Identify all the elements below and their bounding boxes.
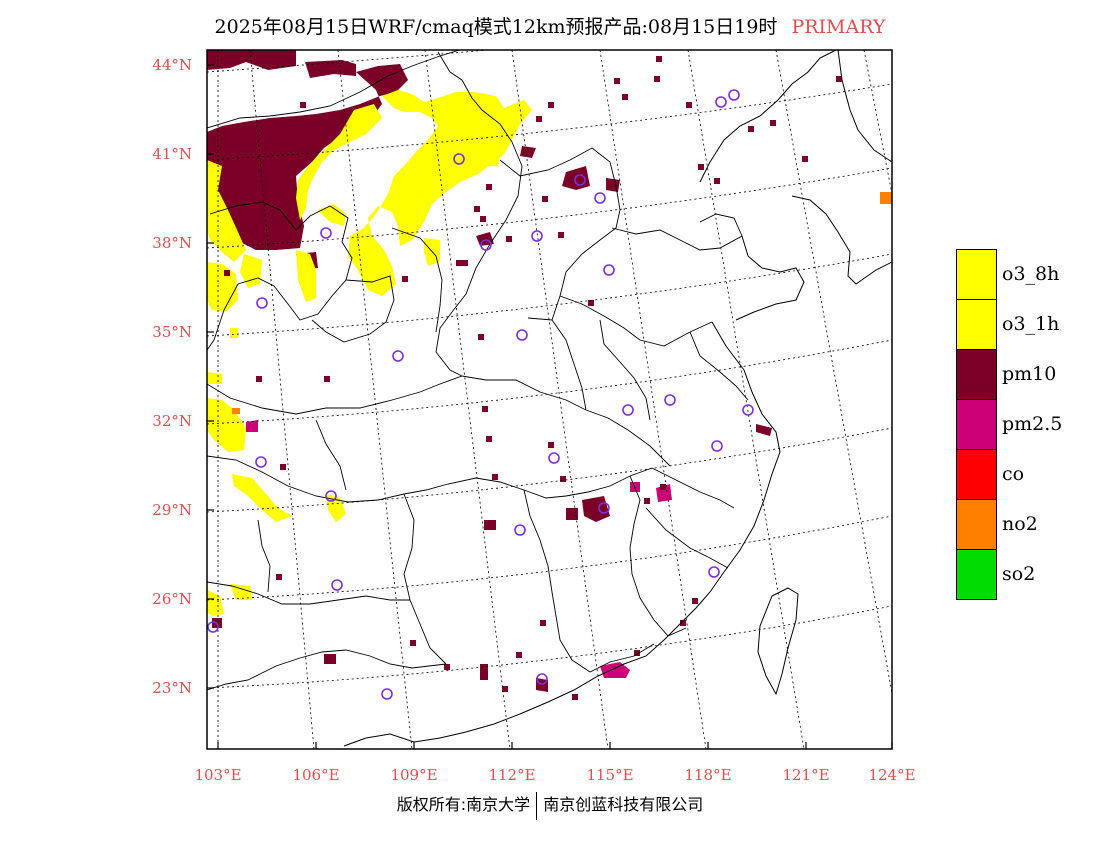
lon-label-118: 118°E (684, 766, 732, 784)
lon-label-115: 115°E (586, 766, 634, 784)
map-title: 2025年08月15日WRF/cmaq模式12km预报产品:08月15日19时 P… (0, 12, 1100, 39)
no2-field (232, 192, 892, 414)
title-primary-tag: PRIMARY (791, 16, 886, 38)
legend-swatch (956, 549, 997, 600)
lon-label-109: 109°E (390, 766, 438, 784)
legend-item-no2: no2 (956, 499, 1100, 550)
legend-swatch (956, 249, 997, 300)
site-markers (207, 89, 754, 700)
legend-label: o3_1h (1002, 313, 1060, 335)
lat-label-32: 32°N (152, 412, 192, 430)
title-main: 2025年08月15日WRF/cmaq模式12km预报产品:08月15日19时 (214, 16, 778, 38)
legend-swatch (956, 449, 997, 500)
lat-label-29: 29°N (152, 501, 192, 519)
lon-label-121: 121°E (782, 766, 830, 784)
copyright-separator (536, 791, 538, 820)
lon-label-106: 106°E (292, 766, 340, 784)
lon-label-112: 112°E (488, 766, 536, 784)
legend-item-o3-1h: o3_1h (956, 299, 1100, 350)
legend-swatch (956, 499, 997, 550)
lat-label-41: 41°N (152, 145, 192, 163)
legend-item-so2: so2 (956, 549, 1100, 600)
legend-label: pm10 (1002, 363, 1057, 385)
copyright: 版权所有:南京大学 南京创蓝科技有限公司 (0, 791, 1100, 820)
legend-label: no2 (1002, 513, 1038, 535)
lat-label-26: 26°N (152, 590, 192, 608)
pm25-field (246, 420, 672, 678)
lon-label-124: 124°E (868, 766, 916, 784)
map-frame (206, 49, 893, 750)
copyright-owner: 版权所有:南京大学 (396, 795, 531, 814)
lat-label-23: 23°N (152, 679, 192, 697)
scattered-cells (224, 56, 842, 700)
lat-label-38: 38°N (152, 234, 192, 252)
copyright-company: 南京创蓝科技有限公司 (543, 795, 704, 814)
legend-item-pm10: pm10 (956, 349, 1100, 400)
coastline (343, 50, 892, 747)
legend-item-o3-8h: o3_8h (956, 249, 1100, 300)
legend-swatch (956, 349, 997, 400)
lon-label-103: 103°E (194, 766, 242, 784)
legend-swatch (956, 299, 997, 350)
province-boundaries (207, 50, 749, 691)
legend-label: co (1002, 463, 1025, 485)
legend-item-co: co (956, 449, 1100, 500)
lat-label-44: 44°N (152, 56, 192, 74)
legend-item-pm25: pm2.5 (956, 399, 1100, 450)
legend-label: pm2.5 (1002, 413, 1063, 435)
legend-swatch (956, 399, 997, 450)
legend-label: so2 (1002, 563, 1036, 585)
lat-label-35: 35°N (152, 323, 192, 341)
legend-label: o3_8h (1002, 263, 1060, 285)
